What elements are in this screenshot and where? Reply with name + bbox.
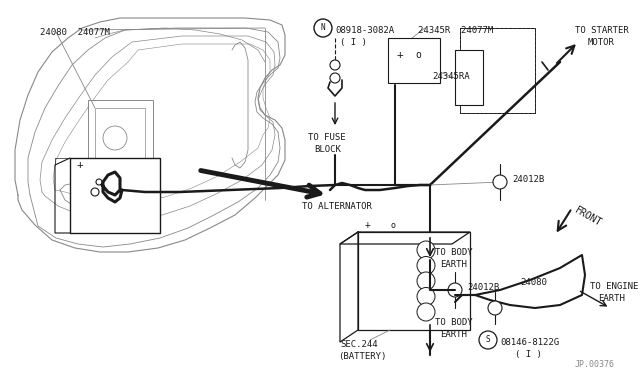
Text: (BATTERY): (BATTERY) <box>338 352 387 361</box>
Text: +: + <box>397 50 403 60</box>
Circle shape <box>417 288 435 305</box>
Circle shape <box>417 303 435 321</box>
Circle shape <box>493 175 507 189</box>
Circle shape <box>417 241 435 259</box>
Text: o: o <box>390 221 396 230</box>
Text: ( I ): ( I ) <box>515 350 542 359</box>
Circle shape <box>417 272 435 290</box>
Bar <box>455 50 483 105</box>
Text: ( I ): ( I ) <box>340 38 367 47</box>
Text: 08146-8122G: 08146-8122G <box>500 338 559 347</box>
Bar <box>460 28 535 113</box>
Text: BLOCK: BLOCK <box>314 145 341 154</box>
Bar <box>460 28 535 113</box>
Text: 24080  24077M: 24080 24077M <box>40 28 110 37</box>
Text: TO STARTER: TO STARTER <box>575 26 628 35</box>
Text: S: S <box>486 336 490 344</box>
Text: EARTH: EARTH <box>598 294 625 303</box>
Text: o: o <box>415 50 421 60</box>
Text: TO ENGINE: TO ENGINE <box>590 282 638 291</box>
Text: FRONT: FRONT <box>573 205 604 228</box>
Text: EARTH: EARTH <box>440 330 467 339</box>
Text: 24345R  24077M: 24345R 24077M <box>418 26 493 35</box>
Text: SEC.244: SEC.244 <box>340 340 378 349</box>
Bar <box>388 38 440 83</box>
Circle shape <box>103 126 127 150</box>
Bar <box>95 108 145 170</box>
Text: 24012B: 24012B <box>467 283 499 292</box>
Text: TO BODY: TO BODY <box>435 318 472 327</box>
Text: N: N <box>321 23 325 32</box>
Circle shape <box>96 179 102 185</box>
Circle shape <box>488 301 502 315</box>
Bar <box>358 232 470 330</box>
Bar <box>88 100 153 180</box>
Text: 08918-3082A: 08918-3082A <box>335 26 394 35</box>
Circle shape <box>417 257 435 275</box>
Circle shape <box>448 283 462 297</box>
Circle shape <box>314 19 332 37</box>
Text: JP.00376: JP.00376 <box>575 360 615 369</box>
Text: MOTOR: MOTOR <box>588 38 615 47</box>
Circle shape <box>479 331 497 349</box>
Text: 24345RA: 24345RA <box>432 72 470 81</box>
Text: +: + <box>365 220 371 230</box>
Text: TO BODY: TO BODY <box>435 248 472 257</box>
Text: TO FUSE: TO FUSE <box>308 133 346 142</box>
Text: +: + <box>77 160 83 170</box>
Circle shape <box>91 188 99 196</box>
Text: TO ALTERNATOR: TO ALTERNATOR <box>302 202 372 211</box>
Text: 24012B: 24012B <box>512 176 544 185</box>
Bar <box>70 158 160 233</box>
Text: 24080: 24080 <box>520 278 547 287</box>
Text: EARTH: EARTH <box>440 260 467 269</box>
Circle shape <box>330 60 340 70</box>
Circle shape <box>330 73 340 83</box>
